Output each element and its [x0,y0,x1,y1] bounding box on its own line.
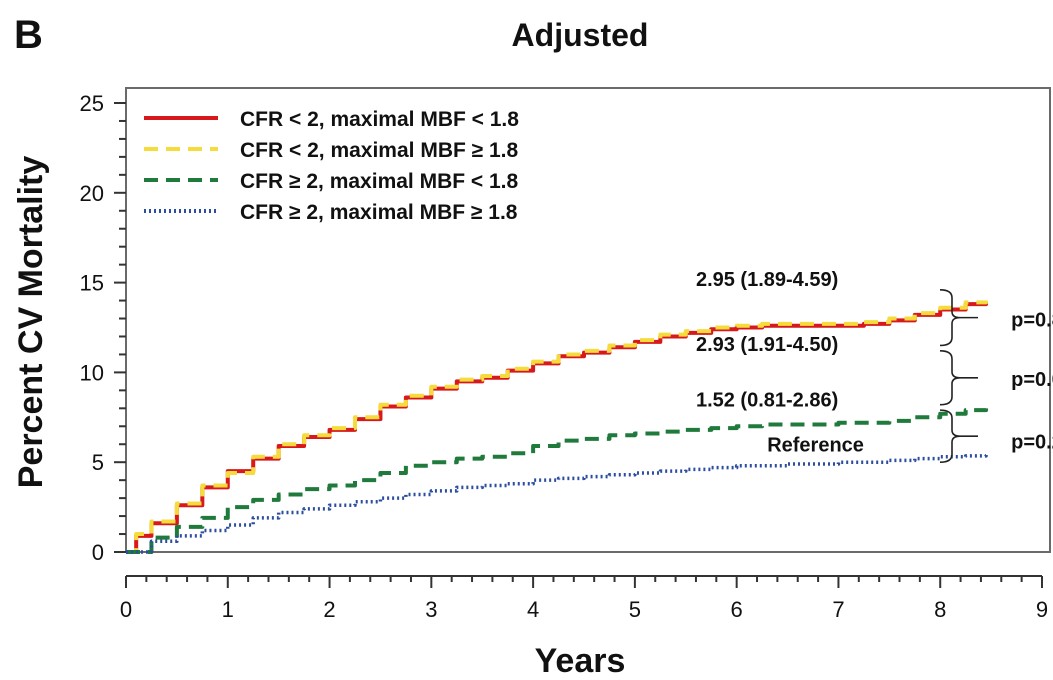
y-tick-label: 0 [92,540,104,565]
series-line [126,302,986,552]
p-value-label: p=0.8 [1011,310,1053,332]
p-value-label: p=0.02 [1011,369,1053,391]
x-tick-label: 0 [120,597,132,622]
y-tick-label: 10 [80,360,104,385]
comparison-brace [940,410,960,462]
x-tick-label: 1 [222,597,234,622]
x-tick-label: 6 [731,597,743,622]
legend-label: CFR ≥ 2, maximal MBF < 1.8 [240,170,519,193]
panel-label: B [14,13,43,57]
hr-label: Reference [767,434,864,456]
hr-label: 2.93 (1.91-4.50) [696,334,838,356]
legend-label: CFR < 2, maximal MBF < 1.8 [240,108,519,131]
x-tick-label: 8 [934,597,946,622]
p-value-label: p=0.2 [1011,432,1053,454]
chart-title: Adjusted [512,17,649,53]
series-lines [126,301,986,552]
y-tick-label: 20 [80,181,104,206]
hr-label: 1.52 (0.81-2.86) [696,390,838,412]
comparison-brace [940,290,960,346]
x-tick-label: 7 [832,597,844,622]
series-line [126,301,986,552]
x-tick-label: 9 [1036,597,1048,622]
plot-area: 0 1 2 3 4 5 6 7 8 9 0 5 10 15 20 25 CFR < 2, maximal MB… [80,88,1053,622]
x-tick-label: 2 [323,597,335,622]
hr-label: 2.95 (1.89-4.59) [696,269,838,291]
legend: CFR < 2, maximal MBF < 1.8 CFR < 2, maxim… [144,108,519,224]
y-tick-label: 25 [80,91,104,116]
x-tick-label: 4 [527,597,539,622]
y-axis-label: Percent CV Mortality [12,156,50,489]
legend-label: CFR < 2, maximal MBF ≥ 1.8 [240,139,519,162]
comparison-brace [940,351,960,405]
y-tick-label: 15 [80,271,104,296]
x-tick-label: 5 [629,597,641,622]
legend-label: CFR ≥ 2, maximal MBF ≥ 1.8 [240,201,518,224]
annotations: 2.95 (1.89-4.59) 2.93 (1.91-4.50) 1.52 (0.… [696,269,1053,462]
y-tick-label: 5 [92,450,104,475]
x-axis-label: Years [535,642,626,680]
x-tick-label: 3 [425,597,437,622]
